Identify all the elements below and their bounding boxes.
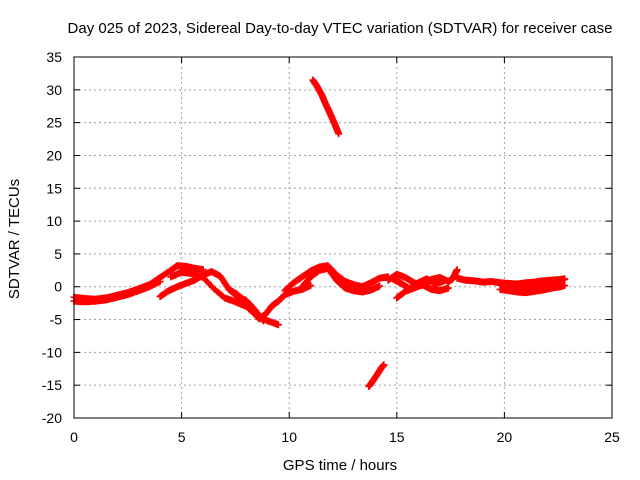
y-tick-label: -10 bbox=[42, 344, 62, 360]
data-point-markers bbox=[496, 281, 569, 297]
x-tick-label: 10 bbox=[281, 429, 297, 445]
y-tick-label: 35 bbox=[46, 49, 62, 65]
series-arc-14 bbox=[496, 281, 569, 297]
x-tick-label: 20 bbox=[497, 429, 513, 445]
series-arc-9 bbox=[365, 361, 388, 390]
data-point-markers bbox=[225, 281, 315, 323]
x-tick-label: 5 bbox=[178, 429, 186, 445]
data-point-markers bbox=[365, 361, 388, 390]
y-tick-label: 20 bbox=[46, 147, 62, 163]
series-arc-15 bbox=[500, 276, 569, 291]
x-tick-label: 15 bbox=[389, 429, 405, 445]
y-axis-title: SDTVAR / TECUs bbox=[6, 179, 23, 299]
grid bbox=[74, 57, 612, 418]
y-tick-label: 0 bbox=[54, 279, 62, 295]
data-point-markers bbox=[298, 264, 384, 296]
series-arc-8 bbox=[309, 76, 343, 138]
chart-title: Day 025 of 2023, Sidereal Day-to-day VTE… bbox=[68, 20, 613, 37]
data-marks bbox=[70, 76, 569, 390]
series-arc-5 bbox=[225, 281, 315, 323]
series-arc-12 bbox=[389, 275, 448, 293]
y-tick-label: 25 bbox=[46, 115, 62, 131]
y-tick-label: 10 bbox=[46, 213, 62, 229]
y-tick-label: 5 bbox=[54, 246, 62, 262]
x-tick-label: 0 bbox=[70, 429, 78, 445]
x-tick-label: 25 bbox=[604, 429, 620, 445]
data-point-markers bbox=[389, 275, 448, 293]
axis-ticks: 0 5 10 15 20 25 -20 -15 -10 -5 0 5 10 15 20 25 30 35 bbox=[42, 49, 620, 445]
x-axis-title: GPS time / hours bbox=[283, 457, 397, 474]
plot-frame bbox=[73, 56, 613, 419]
y-tick-label: 30 bbox=[46, 82, 62, 98]
y-tick-label: -15 bbox=[42, 377, 62, 393]
y-tick-label: 15 bbox=[46, 180, 62, 196]
data-point-markers bbox=[500, 276, 569, 291]
data-point-markers bbox=[309, 76, 343, 138]
y-tick-label: -5 bbox=[50, 312, 63, 328]
series-arc-7 bbox=[298, 264, 384, 296]
y-tick-label: -20 bbox=[42, 410, 62, 426]
